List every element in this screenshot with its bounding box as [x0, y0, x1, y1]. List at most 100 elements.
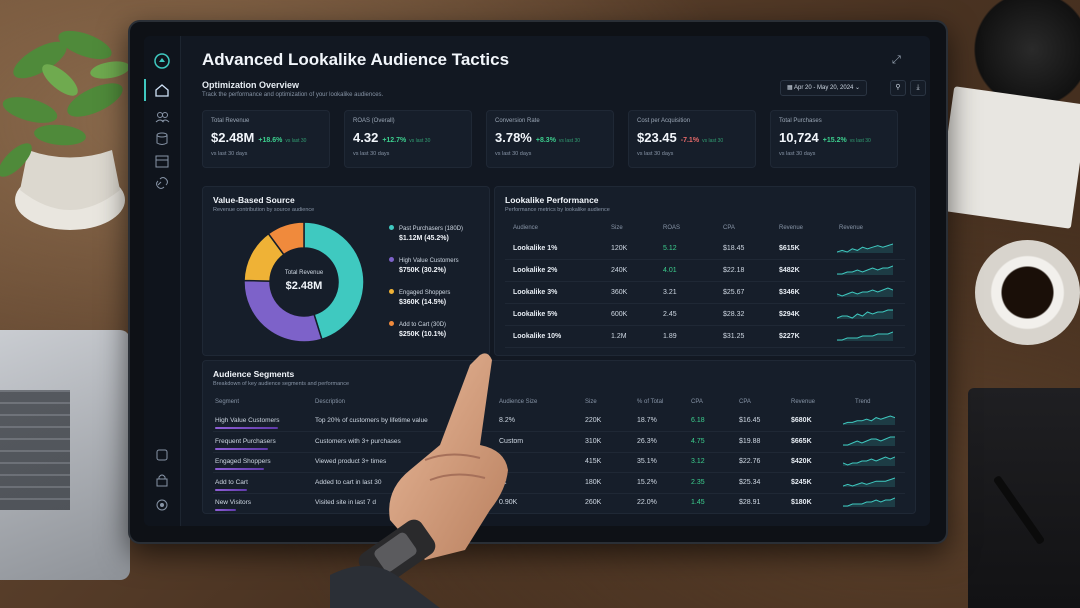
kpi-delta: +15.2% — [822, 137, 847, 144]
logo-icon[interactable] — [153, 52, 171, 70]
segment-share-bar — [215, 427, 278, 429]
segment-sparkline — [843, 456, 895, 466]
kpi-delta: +8.3% — [535, 137, 556, 144]
donut-slice-1[interactable] — [303, 221, 365, 341]
segment-size: 220K — [585, 417, 602, 424]
lookalike-audience[interactable]: Lookalike 2% — [513, 267, 558, 274]
link-icon[interactable] — [153, 174, 171, 192]
potted-plant — [0, 30, 130, 230]
segment-audience: 8.2% — [499, 417, 515, 424]
kpi-card[interactable]: Total Purchases 10,724 +15.2% vs last 30 vs … — [770, 110, 898, 168]
legend-dot — [389, 225, 394, 230]
segment-name[interactable]: Engaged Shoppers — [215, 458, 271, 465]
segment-name[interactable]: New Visitors — [215, 499, 252, 506]
row-divider — [213, 492, 905, 494]
coffee-cup — [975, 240, 1080, 345]
kpi-footnote: vs last 30 days — [779, 151, 816, 157]
sparkline-line — [843, 477, 895, 487]
row-divider — [213, 431, 905, 432]
sparkline-area — [843, 457, 895, 466]
kpi-number: 10,724 — [779, 130, 819, 145]
date-range-text: Apr 20 - May 20, 2024 — [794, 85, 854, 91]
lock-icon[interactable] — [153, 471, 171, 489]
calendar-icon[interactable] — [153, 152, 171, 170]
download-icon[interactable]: ⤓ — [910, 80, 926, 96]
sparkline-line — [837, 243, 893, 253]
section-description: Track the performance and optimization o… — [202, 92, 384, 98]
segment-header: Revenue — [791, 399, 816, 405]
kpi-card[interactable]: Total Revenue $2.48M +18.6% vs last 30 vs la… — [202, 110, 330, 168]
help-icon[interactable] — [153, 446, 171, 464]
segments-subtitle: Breakdown of key audience segments and p… — [213, 381, 350, 387]
segment-cpa: $19.88 — [739, 437, 761, 445]
lookalike-header: Size — [611, 225, 623, 231]
lookalike-audience[interactable]: Lookalike 1% — [513, 245, 558, 252]
kpi-delta: +18.6% — [258, 137, 283, 144]
lookalike-revenue: $615K — [779, 245, 800, 252]
database-icon[interactable] — [153, 130, 171, 148]
kpi-card[interactable]: Conversion Rate 3.78% +8.3% vs last 30 vs la… — [486, 110, 614, 168]
lookalike-sparkline — [837, 309, 893, 319]
chevron-down-icon: ⌄ — [853, 85, 861, 91]
kpi-vs: vs last 30 — [849, 138, 871, 144]
filter-icon[interactable]: ⚲ — [890, 80, 906, 96]
segment-name[interactable]: High Value Customers — [215, 417, 280, 424]
lookalike-header: CPA — [723, 225, 735, 231]
donut-slice-4[interactable] — [267, 221, 305, 256]
lookalike-cpa: $28.32 — [723, 311, 745, 318]
donut-center-label: Total Revenue — [284, 270, 324, 276]
legend-dot — [389, 289, 394, 294]
pointing-hand — [330, 353, 508, 608]
lookalike-roas: 1.89 — [663, 333, 677, 340]
lookalike-audience[interactable]: Lookalike 3% — [513, 289, 558, 296]
legend-dot — [389, 257, 394, 262]
segment-name[interactable]: Add to Cart — [215, 478, 248, 486]
lookalike-sparkline — [837, 287, 893, 297]
sidebar-active-indicator — [144, 79, 146, 101]
sparkline-area — [837, 266, 893, 275]
legend-name: Engaged Shoppers — [399, 290, 451, 296]
kpi-vs: vs last 30 — [702, 138, 724, 144]
segment-revenue: $180K — [791, 499, 812, 506]
segment-name[interactable]: Frequent Purchasers — [215, 437, 276, 445]
segment-header: Segment — [215, 399, 240, 405]
users-icon[interactable] — [153, 108, 171, 126]
kpi-footnote: vs last 30 days — [353, 151, 390, 157]
kpi-card[interactable]: ROAS (Overall) 4.32 +12.7% vs last 30 vs las… — [344, 110, 472, 168]
kpi-footnote: vs last 30 days — [637, 151, 674, 157]
sparkline-line — [837, 287, 893, 297]
lookalike-revenue: $294K — [779, 311, 800, 318]
kpi-value: $23.45 -7.1% vs last 30 — [637, 130, 723, 145]
lookalike-size: 600K — [611, 311, 628, 318]
lookalike-subtitle: Performance metrics by lookalike audienc… — [505, 207, 610, 213]
lookalike-audience[interactable]: Lookalike 5% — [513, 311, 558, 318]
kpi-value: 4.32 +12.7% vs last 30 — [353, 130, 430, 145]
settings-icon[interactable] — [153, 496, 171, 514]
segment-roas: 6.18 — [691, 417, 705, 424]
legend-value: $1.12M (45.2%) — [399, 235, 449, 242]
kpi-delta: -7.1% — [680, 137, 700, 144]
lookalike-sparkline — [837, 265, 893, 275]
sparkline-line — [837, 265, 893, 275]
legend-item: Past Purchasers (180D) $1.12M (45.2%) — [389, 225, 463, 242]
sparkline-line — [843, 497, 895, 507]
segment-size: 260K — [585, 499, 602, 506]
kpi-label: Total Purchases — [779, 118, 822, 124]
section-title: Optimization Overview — [202, 80, 300, 90]
lookalike-sparkline — [837, 331, 893, 341]
lookalike-header: Revenue — [839, 225, 864, 231]
date-range-picker[interactable]: ▦ Apr 20 - May 20, 2024 ⌄ — [780, 80, 868, 96]
lookalike-revenue: $482K — [779, 267, 800, 274]
row-divider — [505, 281, 905, 282]
lookalike-title: Lookalike Performance — [505, 195, 599, 205]
sparkline-line — [837, 309, 893, 319]
lookalike-cpa: $22.18 — [723, 267, 745, 274]
lookalike-audience[interactable]: Lookalike 10% — [513, 333, 562, 340]
notebook — [968, 388, 1080, 608]
expand-icon[interactable]: ⤢ — [892, 54, 901, 66]
home-icon[interactable] — [153, 81, 171, 99]
legend-item: High Value Customers $750K (30.2%) — [389, 257, 459, 274]
kpi-card[interactable]: Cost per Acquisition $23.45 -7.1% vs last 3… — [628, 110, 756, 168]
row-divider — [213, 451, 905, 453]
segment-revenue: $420K — [791, 458, 812, 465]
